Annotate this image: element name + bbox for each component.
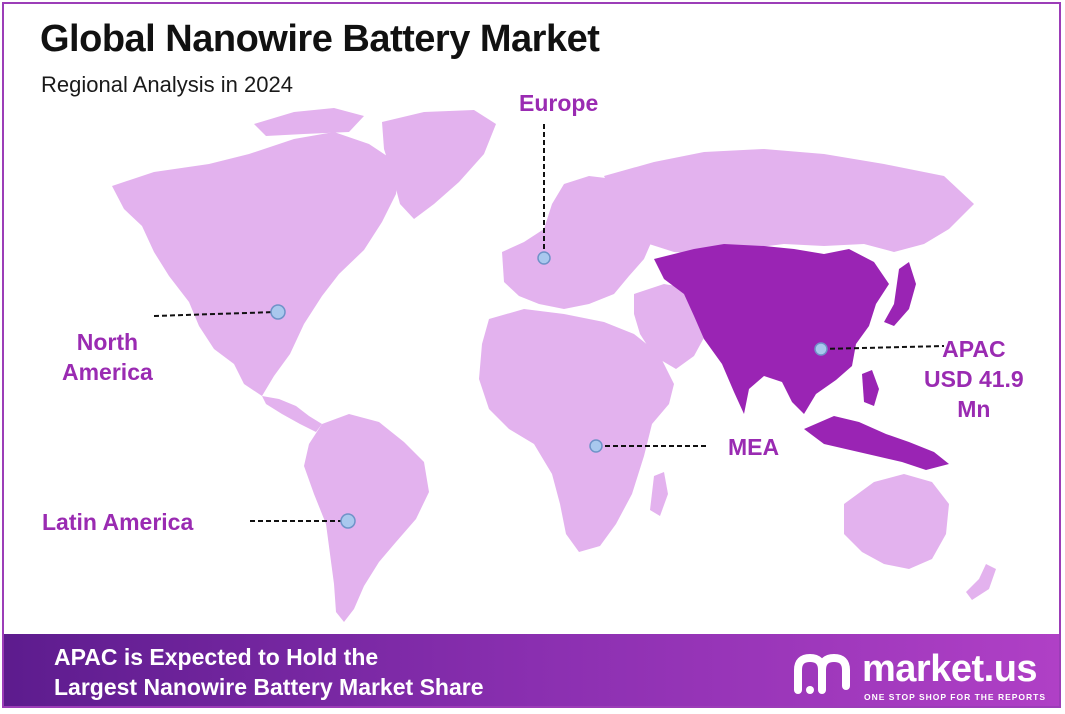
- footer-banner: APAC is Expected to Hold the Largest Nan…: [4, 634, 1059, 706]
- apac-label: APAC USD 41.9 Mn: [924, 336, 1024, 422]
- brand-name: market.us: [862, 648, 1038, 690]
- mea-marker: [589, 439, 603, 453]
- apac-marker: [814, 342, 828, 356]
- market-us-logo: market.us ONE STOP SHOP FOR THE REPORTS: [792, 646, 1045, 702]
- north-america-label: North America: [62, 329, 153, 385]
- market-us-logo-icon: [794, 653, 850, 694]
- australia-landmass: [844, 474, 949, 569]
- north-america-marker: [270, 304, 286, 320]
- greenland-landmass: [382, 110, 496, 219]
- page-title: Global Nanowire Battery Market: [40, 18, 600, 60]
- madagascar-landmass: [650, 472, 668, 516]
- central-america-landmass: [262, 396, 322, 432]
- footer-line-1: APAC is Expected to Hold the: [54, 644, 379, 670]
- world-map: [112, 108, 996, 622]
- europe-landmass: [502, 176, 654, 309]
- north-america-leader-line: [153, 311, 277, 317]
- canada-islands: [254, 108, 364, 136]
- apac-region: [654, 244, 889, 414]
- north-america-landmass: [112, 132, 399, 396]
- page-subtitle: Regional Analysis in 2024: [41, 72, 293, 97]
- new-zealand-landmass: [966, 564, 996, 600]
- latin-america-marker: [340, 513, 356, 529]
- north-asia-landmass: [604, 149, 974, 254]
- philippines-landmass: [862, 370, 879, 406]
- africa-landmass: [479, 309, 674, 552]
- apac-leader-line: [821, 345, 945, 350]
- mea-label: MEA: [728, 434, 780, 460]
- south-america-landmass: [304, 414, 429, 622]
- japan-landmass: [884, 262, 916, 326]
- brand-tagline: ONE STOP SHOP FOR THE REPORTS: [864, 692, 1047, 702]
- latin-america-label: Latin America: [42, 509, 194, 535]
- europe-marker: [537, 251, 551, 265]
- southeast-asia-islands: [804, 416, 949, 470]
- footer-line-2: Largest Nanowire Battery Market Share: [54, 674, 484, 700]
- europe-label: Europe: [519, 90, 599, 116]
